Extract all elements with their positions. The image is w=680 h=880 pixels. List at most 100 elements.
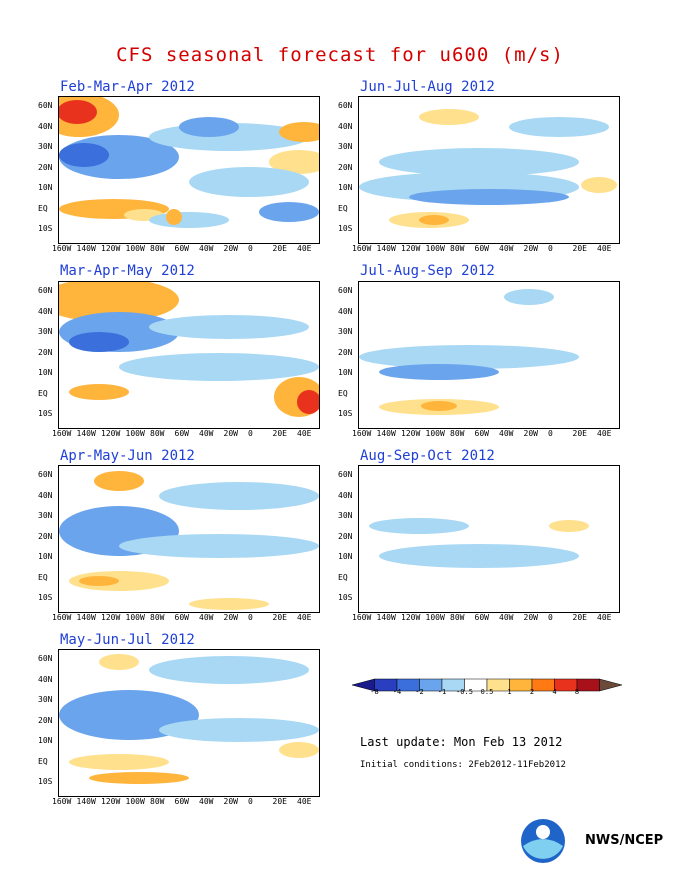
y-tick-label: 30N: [38, 511, 53, 520]
y-tick-label: 60N: [38, 470, 53, 479]
initial-conditions: Initial conditions: 2Feb2012-11Feb2012: [360, 760, 566, 770]
x-tick-label: 80W: [450, 613, 465, 622]
x-tick-label: 160W: [52, 429, 72, 438]
colorbar-label: 0.5: [480, 688, 494, 696]
y-tick-label: 10N: [38, 183, 53, 192]
x-tick-label: 40W: [199, 797, 214, 806]
x-tick-label: 40E: [597, 429, 612, 438]
colorbar-label: -2: [415, 688, 424, 696]
y-tick-label: 40N: [338, 490, 353, 500]
x-tick-label: 60W: [474, 429, 489, 438]
y-tick-label: 10N: [338, 552, 353, 561]
y-tick-label: 60N: [38, 101, 53, 110]
y-tick-label: 40N: [338, 121, 353, 131]
x-tick-label: 0: [248, 797, 253, 806]
x-tick-label: 20E: [272, 429, 287, 438]
x-tick-label: 40W: [499, 613, 514, 622]
x-tick-label: 120W: [101, 613, 121, 622]
colorbar-label: 2: [529, 688, 535, 696]
x-tick-label: 40W: [199, 244, 214, 253]
x-tick-label: 100W: [125, 797, 145, 806]
x-tick-label: 160W: [352, 613, 372, 622]
x-tick-label: 0: [548, 429, 553, 438]
x-tick-label: 120W: [401, 244, 421, 253]
x-tick-label: 20W: [223, 613, 238, 622]
x-tick-label: 0: [248, 244, 253, 253]
x-tick-label: 40E: [297, 797, 312, 806]
y-tick-label: 10S: [338, 593, 353, 602]
x-tick-label: 100W: [425, 429, 445, 438]
map-panel-3: [58, 281, 320, 429]
y-tick-label: 10N: [38, 368, 53, 377]
panel-title-6: Aug-Sep-Oct 2012: [360, 448, 495, 464]
x-tick-label: 140W: [376, 613, 396, 622]
x-tick-label: 0: [548, 613, 553, 622]
panel-title-4: Jul-Aug-Sep 2012: [360, 263, 495, 279]
y-tick-label: 30N: [38, 327, 53, 336]
colorbar: [352, 678, 623, 692]
x-tick-label: 20E: [572, 244, 587, 253]
y-tick-label: 10N: [338, 183, 353, 192]
x-tick-label: 80W: [150, 797, 165, 806]
x-tick-label: 20W: [223, 429, 238, 438]
map-panel-7: [58, 649, 320, 797]
x-tick-label: 80W: [150, 244, 165, 253]
x-tick-label: 120W: [401, 613, 421, 622]
y-tick-label: 10S: [338, 409, 353, 418]
y-tick-label: 10S: [38, 593, 53, 602]
y-tick-label: 60N: [38, 654, 53, 663]
y-tick-label: 20N: [338, 162, 353, 172]
x-tick-label: 100W: [125, 613, 145, 622]
map-panel-5: [58, 465, 320, 613]
map-panel-4: [358, 281, 620, 429]
noaa-logo: [521, 819, 565, 863]
x-tick-label: 40E: [297, 613, 312, 622]
x-tick-label: 120W: [101, 429, 121, 438]
y-tick-label: 20N: [38, 162, 53, 172]
x-tick-label: 40W: [499, 429, 514, 438]
y-tick-label: EQ: [38, 388, 48, 398]
x-tick-label: 120W: [401, 429, 421, 438]
y-tick-label: 10S: [38, 409, 53, 418]
y-tick-label: 40N: [38, 121, 53, 131]
y-tick-label: EQ: [38, 203, 48, 213]
colorbar-label: 4: [552, 688, 557, 696]
x-tick-label: 40W: [199, 613, 214, 622]
colorbar-label: -8: [370, 688, 379, 696]
x-tick-label: 40E: [597, 613, 612, 622]
y-tick-label: EQ: [38, 756, 48, 766]
y-tick-label: 20N: [338, 347, 353, 357]
y-tick-label: 60N: [38, 286, 53, 295]
x-tick-label: 100W: [425, 613, 445, 622]
y-tick-label: 30N: [338, 511, 353, 520]
x-tick-label: 20E: [272, 797, 287, 806]
x-tick-label: 60W: [174, 797, 189, 806]
colorbar-swatch: [599, 678, 623, 692]
x-tick-label: 40E: [297, 244, 312, 253]
x-tick-label: 20W: [523, 613, 538, 622]
x-tick-label: 80W: [150, 613, 165, 622]
y-tick-label: 30N: [338, 327, 353, 336]
x-tick-label: 140W: [376, 429, 396, 438]
agency-label: NWS/NCEP: [585, 833, 664, 848]
panel-title-1: Feb-Mar-Apr 2012: [60, 79, 195, 95]
x-tick-label: 60W: [174, 244, 189, 253]
x-tick-label: 20E: [272, 244, 287, 253]
panel-title-7: May-Jun-Jul 2012: [60, 632, 195, 648]
y-tick-label: 10S: [38, 777, 53, 786]
y-tick-label: 40N: [338, 306, 353, 316]
x-tick-label: 160W: [352, 244, 372, 253]
x-tick-label: 20W: [523, 244, 538, 253]
figure-title: CFS seasonal forecast for u600 (m/s): [116, 44, 564, 66]
x-tick-label: 140W: [76, 797, 96, 806]
y-tick-label: 20N: [38, 715, 53, 725]
panel-title-5: Apr-May-Jun 2012: [60, 448, 195, 464]
y-tick-label: 10N: [338, 368, 353, 377]
y-tick-label: 30N: [38, 695, 53, 704]
y-tick-label: 60N: [338, 286, 353, 295]
x-tick-label: 60W: [474, 244, 489, 253]
map-panel-6: [358, 465, 620, 613]
y-tick-label: 20N: [38, 531, 53, 541]
x-tick-label: 0: [248, 613, 253, 622]
x-tick-label: 160W: [52, 613, 72, 622]
